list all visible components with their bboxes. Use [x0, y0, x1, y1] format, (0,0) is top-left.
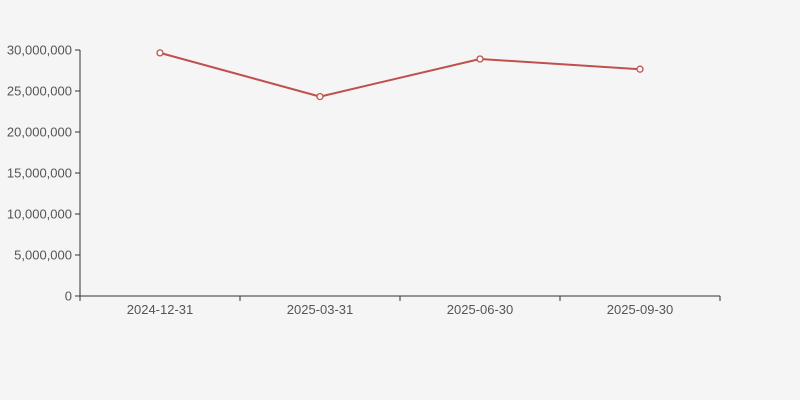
data-point-marker [316, 92, 324, 101]
y-axis-tick-label: 10,000,000 [7, 207, 72, 222]
y-axis-tick-label: 30,000,000 [7, 43, 72, 58]
series-line [159, 51, 641, 98]
x-axis-tick-label: 2024-12-31 [127, 302, 194, 317]
y-axis-tick-label: 5,000,000 [14, 248, 72, 263]
x-axis-tick-label: 2025-09-30 [607, 302, 674, 317]
data-point-marker [476, 55, 484, 63]
y-axis-tick-label: 15,000,000 [7, 166, 72, 181]
y-axis-tick-label: 25,000,000 [7, 84, 72, 99]
y-axis-tick-label: 20,000,000 [7, 125, 72, 140]
data-point-marker [156, 49, 164, 57]
x-axis-tick-label: 2025-06-30 [447, 302, 514, 317]
data-point-marker [636, 65, 644, 73]
y-axis-tick-label: 0 [65, 289, 72, 304]
x-axis-tick-label: 2025-03-31 [287, 302, 354, 317]
